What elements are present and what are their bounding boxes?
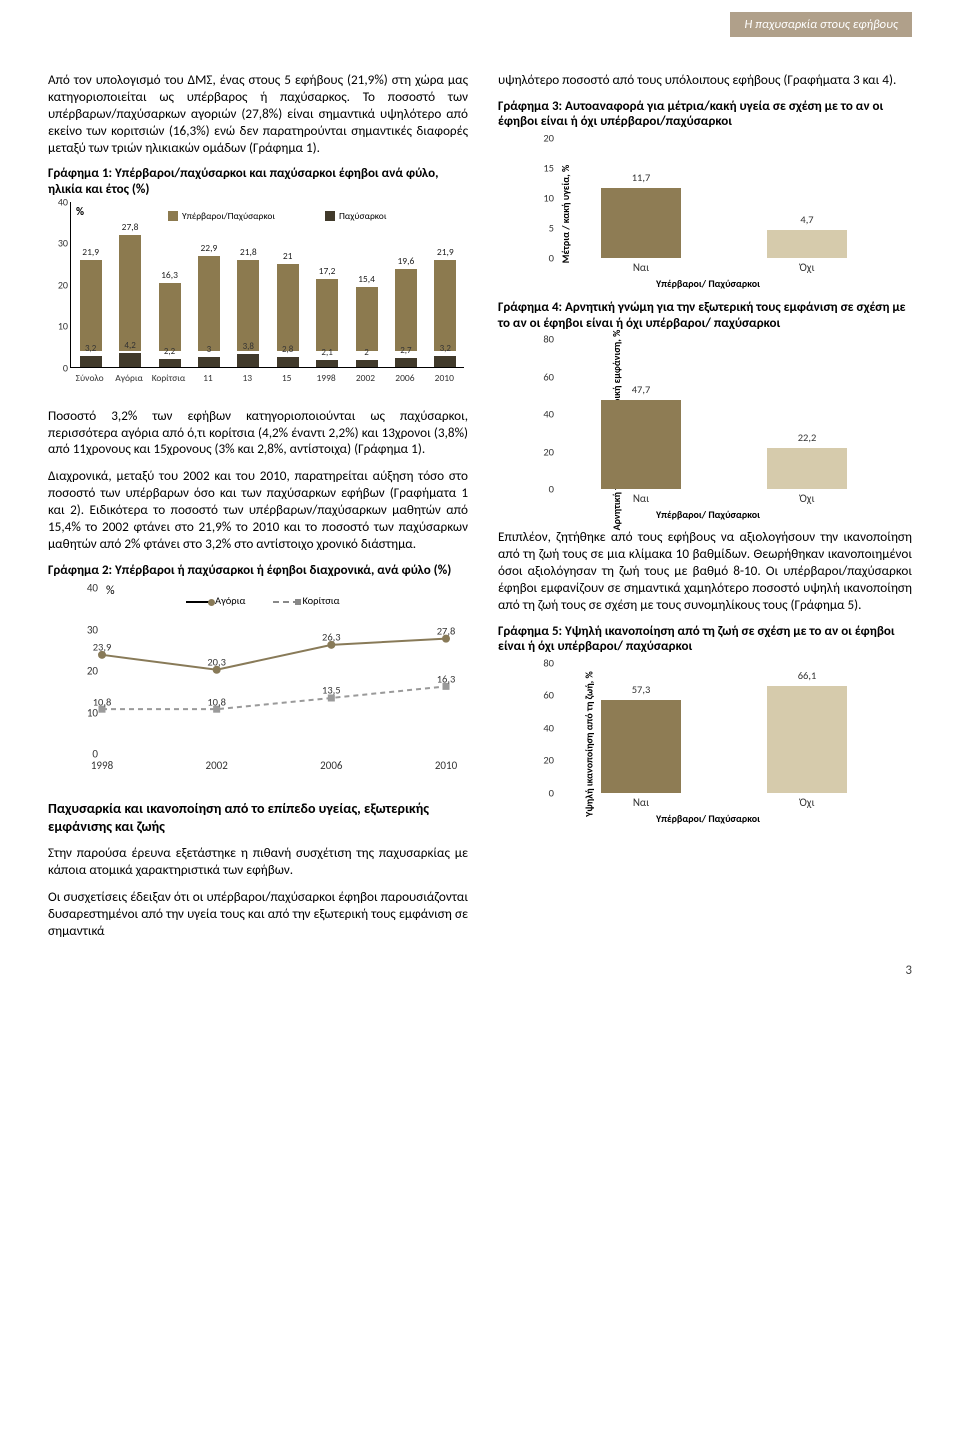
chart3-title: Γράφημα 3: Αυτοαναφορά για μέτρια/κακή υ…: [498, 99, 912, 130]
page: Η παχυσαρκία στους εφήβους Από τον υπολο…: [0, 0, 960, 990]
bar: [601, 400, 681, 489]
chart1-plot-area: 21,93,227,84,216,32,222,9321,83,8212,817…: [70, 202, 464, 368]
chart1-title: Γράφημα 1: Υπέρβαροι/παχύσαρκοι και παχύ…: [48, 166, 468, 197]
chart1-bar-top: [356, 287, 378, 351]
chart-2-line: % Αγόρια Κορίτσια 23,920,326,327,810,810…: [76, 582, 456, 782]
header-tab: Η παχυσαρκία στους εφήβους: [730, 12, 912, 37]
left-paragraph-3: Διαχρονικά, μεταξύ του 2002 και του 2010…: [48, 468, 468, 552]
chart1-bar-top: [316, 279, 338, 350]
chart1-bar-top: [80, 260, 102, 351]
chart5-plot-area: 57,366,1: [558, 663, 890, 793]
bar: [767, 448, 847, 490]
chart1-bar-top: [198, 256, 220, 351]
left-paragraph-2: Ποσοστό 3,2% των εφήβων κατηγοριοποιούντ…: [48, 408, 468, 459]
chart4-plot-area: 47,722,2: [558, 339, 890, 489]
chart1-bar-top: [237, 260, 259, 350]
section-title: Παχυσαρκία και ικανοποίηση από το επίπεδ…: [48, 800, 468, 835]
chart4-group-label: Υπέρβαροι/ Παχύσαρκοι: [656, 508, 760, 521]
left-paragraph-1: Από τον υπολογισμό του ΔΜΣ, ένας στους 5…: [48, 72, 468, 156]
left-paragraph-4: Στην παρούσα έρευνα εξετάστηκε η πιθανή …: [48, 845, 468, 879]
bar: [601, 188, 681, 258]
chart3-plot-area: 11,74,7: [558, 138, 890, 258]
page-number: 3: [905, 963, 912, 978]
right-column: υψηλότερο ποσοστό από τους υπόλοιπους εφ…: [498, 72, 912, 950]
chart3-group-label: Υπέρβαροι/ Παχύσαρκοι: [656, 277, 760, 290]
chart2-title: Γράφημα 2: Υπέρβαροι ή παχύσαρκοι ή έφηβ…: [48, 563, 468, 579]
two-column-layout: Από τον υπολογισμό του ΔΜΣ, ένας στους 5…: [48, 72, 912, 950]
chart-1-bar: % Υπέρβαροι/Παχύσαρκοι Παχύσαρκοι 21,93,…: [48, 202, 468, 402]
chart5-title: Γράφημα 5: Υψηλή ικανοποίηση από τη ζωή …: [498, 624, 912, 655]
chart4-title: Γράφημα 4: Αρνητική γνώμη για την εξωτερ…: [498, 300, 912, 331]
chart1-bar-top: [434, 260, 456, 351]
chart1-bar-top: [159, 283, 181, 351]
bar: [601, 700, 681, 793]
left-paragraph-5: Οι συσχετίσεις έδειξαν ότι οι υπέρβαροι/…: [48, 889, 468, 940]
bar: [767, 686, 847, 793]
bar: [767, 230, 847, 258]
right-paragraph-1: υψηλότερο ποσοστό από τους υπόλοιπους εφ…: [498, 72, 912, 89]
chart1-bar-top: [395, 269, 417, 350]
chart-5-bar: Υψηλή ικανοποίηση από τη ζωή, % 57,366,1…: [518, 659, 898, 829]
chart-3-bar: Μέτρια / κακή υγεία, % 11,74,7 Υπέρβαροι…: [518, 134, 898, 294]
chart1-title-text: Γράφημα 1: Υπέρβαροι/παχύσαρκοι και παχύ…: [48, 166, 438, 197]
chart5-group-label: Υπέρβαροι/ Παχύσαρκοι: [656, 812, 760, 825]
left-column: Από τον υπολογισμό του ΔΜΣ, ένας στους 5…: [48, 72, 468, 950]
chart-4-bar: Αρνητική γνώμη για την εξωτερική εμφάνισ…: [518, 335, 898, 525]
chart1-bar-top: [119, 235, 141, 350]
chart2-plot-area: 23,920,326,327,810,810,813,516,3: [102, 588, 446, 754]
right-paragraph-2: Επιπλέον, ζητήθηκε από τους εφήβους να α…: [498, 529, 912, 613]
chart1-bar-top: [277, 264, 299, 351]
